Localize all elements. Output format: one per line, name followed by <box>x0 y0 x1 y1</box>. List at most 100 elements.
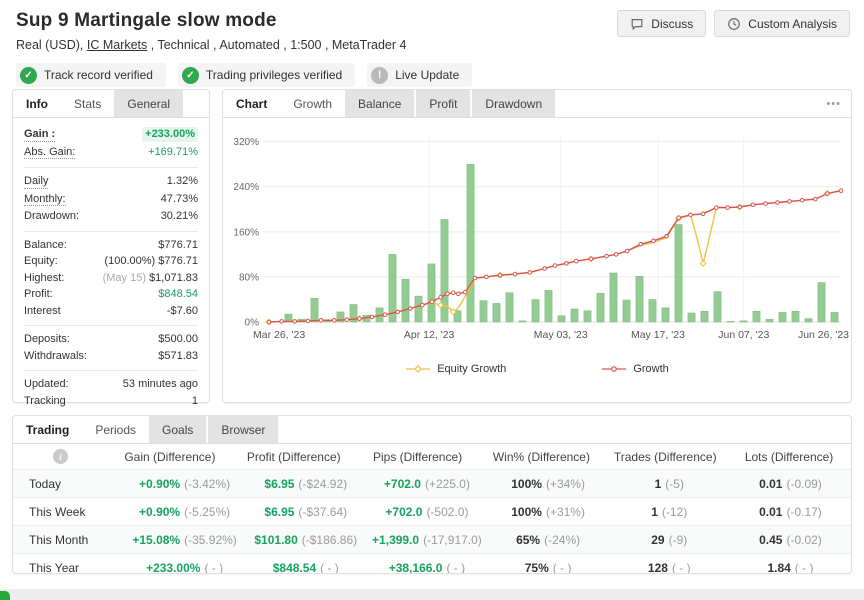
legend-item-growth[interactable]: Growth <box>601 363 669 375</box>
column-header-gain: Gain (Difference) <box>124 449 216 464</box>
chart-tab-balance[interactable]: Balance <box>345 90 417 117</box>
main-row: Info Stats General Gain : +233.00% Abs. Gain… <box>0 89 864 407</box>
svg-text:Apr 12, '23: Apr 12, '23 <box>404 329 455 341</box>
badge-label: Live Update <box>395 68 460 82</box>
periods-tab-periods[interactable]: Periods <box>95 422 137 437</box>
chart-tab-chart[interactable]: Chart <box>236 96 268 111</box>
table-cell: 0.01 (-0.09) <box>730 477 851 491</box>
info-row-drawdown-: Drawdown: 30.21% <box>24 208 198 225</box>
custom-analysis-button[interactable]: Custom Analysis <box>714 10 850 37</box>
badge-label: Trading privileges verified <box>205 68 343 82</box>
cell-value: 1 <box>654 476 662 491</box>
table-cell: 100% (+31%) <box>488 505 609 519</box>
info-value-main: 53 minutes ago <box>122 378 198 390</box>
cell-diff: (+225.0) <box>424 476 470 491</box>
cell-value: +15.08% <box>132 532 181 547</box>
table-cell: +15.08% (-35.92%) <box>124 533 245 547</box>
growth-line <box>268 190 842 323</box>
cell-diff: ( - ) <box>320 560 339 574</box>
table-cell: +233.00%( - ) <box>124 560 245 574</box>
cell-diff: (-$37.64) <box>298 504 348 519</box>
cell-diff: (-24%) <box>544 532 581 547</box>
info-tab-stats[interactable]: Stats <box>74 96 102 111</box>
cell-value: $848.54 <box>272 560 317 574</box>
info-row-daily: Daily 1.32% <box>24 167 198 191</box>
info-row-value: 1.32% <box>167 175 198 188</box>
info-row-label: Monthly: <box>24 192 66 206</box>
cell-value: +0.90% <box>139 504 181 519</box>
gain-bar <box>531 299 540 323</box>
cell-value: +233.00% <box>146 560 201 574</box>
cell-value: $6.95 <box>264 476 295 491</box>
table-cell: 29 (-9) <box>609 533 730 547</box>
cell-diff: (-9) <box>668 532 688 547</box>
info-tabbar: Info Stats General <box>13 90 209 118</box>
info-tab-info[interactable]: Info <box>26 96 48 111</box>
gain-bar <box>570 308 579 323</box>
cell-value: +1,399.0 <box>372 532 420 547</box>
info-row-value: $571.83 <box>158 350 198 363</box>
equity-growth-line <box>268 190 842 323</box>
info-row-withdrawals-: Withdrawals: $571.83 <box>24 348 198 365</box>
gain-bar <box>609 272 618 323</box>
gain-bar <box>700 311 709 323</box>
info-row-value: (May 15) $1,071.83 <box>103 272 198 285</box>
info-tab-general[interactable]: General <box>114 90 186 117</box>
cell-value: 0.01 <box>759 476 783 491</box>
svg-text:May 17, '23: May 17, '23 <box>631 329 685 341</box>
gain-bar <box>752 311 761 323</box>
table-row-this-year: This Year +233.00%( - ) $848.54( - ) +38,16… <box>13 553 851 574</box>
chat-widget-peek[interactable] <box>0 591 10 600</box>
info-row-value: $500.00 <box>158 333 198 346</box>
info-row-label: Abs. Gain: <box>24 145 76 159</box>
info-row-profit-: Profit: $848.54 <box>24 286 198 303</box>
table-cell: 0.01 (-0.17) <box>730 505 851 519</box>
table-cell: 100% (+34%) <box>488 477 609 491</box>
gain-bar <box>544 290 553 323</box>
custom-analysis-button-label: Custom Analysis <box>748 16 837 31</box>
cell-diff: ( - ) <box>794 560 814 574</box>
column-header-trades: Trades (Difference) <box>613 449 717 464</box>
chart-tab-profit[interactable]: Profit <box>416 90 473 117</box>
periods-tabbar: Trading Periods Goals Browser <box>13 416 851 444</box>
page-header: Sup 9 Martingale slow mode Real (USD), I… <box>0 0 864 87</box>
cell-value: 128 <box>647 560 668 574</box>
header-left: Sup 9 Martingale slow mode Real (USD), I… <box>16 8 473 87</box>
info-panel: Info Stats General Gain : +233.00% Abs. Gain… <box>12 89 210 407</box>
cell-diff: (+34%) <box>545 476 585 491</box>
cell-diff: ( - ) <box>671 560 691 574</box>
chart-tab-drawdown[interactable]: Drawdown <box>472 90 558 117</box>
periods-tab-goals[interactable]: Goals <box>149 416 209 443</box>
table-cell: +38,166.0( - ) <box>366 561 487 574</box>
broker-link[interactable]: IC Markets <box>86 38 148 52</box>
legend-item-equity-growth[interactable]: Equity Growth <box>405 363 506 375</box>
cell-diff: (+31%) <box>545 504 585 519</box>
chart-tab-growth[interactable]: Growth <box>293 96 333 111</box>
info-value-main: 1.32% <box>166 175 198 187</box>
periods-tab-browser[interactable]: Browser <box>208 416 281 443</box>
table-corner-cell: i <box>13 449 108 465</box>
periods-tabs: Trading Periods Goals Browser <box>13 416 851 443</box>
info-row-value: (100.00%) $776.71 <box>104 255 198 268</box>
cell-diff: ( - ) <box>552 560 572 574</box>
cell-diff: (-5.25%) <box>184 504 231 519</box>
info-icon: i <box>53 449 68 465</box>
svg-text:Mar 26, '23: Mar 26, '23 <box>253 329 305 341</box>
row-label: This Year <box>29 560 80 574</box>
column-header-profit: Profit (Difference) <box>246 449 341 464</box>
info-value-main: +169.71% <box>148 145 198 158</box>
chart-tabbar: Chart Growth Balance Profit Drawdown ••• <box>223 90 851 118</box>
overflow-menu-icon[interactable]: ••• <box>826 97 841 110</box>
account-meta-suffix: , Technical , Automated , 1:500 , MetaTr… <box>147 38 407 52</box>
info-value-prefix: (100.00%) <box>104 255 159 267</box>
periods-tab-trading[interactable]: Trading <box>26 422 70 437</box>
info-value-main: $776.71 <box>158 238 198 251</box>
badge-label: Track record verified <box>44 68 153 82</box>
column-header-pips: Pips (Difference) <box>372 449 463 464</box>
gain-bar <box>648 299 657 323</box>
info-row-label: Deposits: <box>24 333 70 345</box>
row-label: This Week <box>29 504 86 519</box>
cell-diff: (-$186.86) <box>301 532 358 547</box>
cell-value: 100% <box>511 476 542 491</box>
discuss-button[interactable]: Discuss <box>617 10 707 37</box>
